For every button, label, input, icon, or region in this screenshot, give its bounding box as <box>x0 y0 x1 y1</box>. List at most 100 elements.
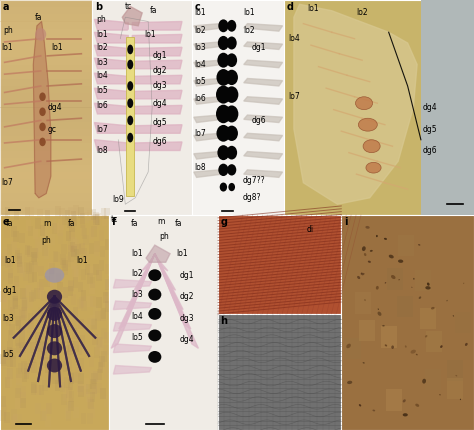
Bar <box>81 225 86 236</box>
Bar <box>0 122 92 129</box>
Text: dg4: dg4 <box>423 103 438 112</box>
Bar <box>99 260 104 271</box>
Bar <box>94 242 100 252</box>
Bar <box>0 411 6 421</box>
Polygon shape <box>132 105 182 114</box>
Bar <box>53 319 58 330</box>
Bar <box>87 273 93 284</box>
Bar <box>45 416 51 427</box>
Bar <box>24 368 29 378</box>
Bar <box>0 108 92 115</box>
Bar <box>90 378 96 389</box>
Bar <box>20 289 26 299</box>
Ellipse shape <box>227 37 237 49</box>
Bar <box>40 312 46 323</box>
Bar <box>55 206 61 217</box>
Bar <box>32 343 37 353</box>
Ellipse shape <box>413 278 415 280</box>
Bar <box>68 245 73 255</box>
Polygon shape <box>127 254 155 310</box>
Bar <box>16 374 22 384</box>
Bar <box>18 363 23 374</box>
Ellipse shape <box>418 244 420 246</box>
Polygon shape <box>119 254 155 329</box>
Text: lo2: lo2 <box>96 43 108 52</box>
Bar <box>57 282 63 292</box>
Bar <box>94 347 100 357</box>
Bar <box>99 360 104 371</box>
Bar <box>21 326 26 337</box>
Ellipse shape <box>364 253 366 256</box>
Bar <box>91 209 96 220</box>
Polygon shape <box>244 97 283 104</box>
Ellipse shape <box>398 279 400 280</box>
Bar <box>27 246 32 257</box>
Bar <box>74 249 79 260</box>
Bar <box>91 319 97 330</box>
Ellipse shape <box>389 255 394 258</box>
Bar <box>68 281 74 292</box>
Bar <box>6 350 11 360</box>
Bar <box>9 300 14 311</box>
Bar <box>68 401 74 412</box>
Bar <box>24 363 30 374</box>
Bar <box>26 263 32 274</box>
Bar <box>56 271 62 282</box>
Bar <box>72 372 78 383</box>
Bar <box>64 345 69 356</box>
Bar <box>22 372 27 382</box>
Polygon shape <box>155 254 168 271</box>
Text: lo3: lo3 <box>2 314 14 322</box>
Ellipse shape <box>216 86 231 104</box>
Polygon shape <box>113 280 152 288</box>
Bar <box>20 266 25 276</box>
Bar <box>32 261 37 272</box>
Bar <box>5 258 10 269</box>
Text: dg3: dg3 <box>180 314 194 322</box>
Bar <box>64 377 70 388</box>
Bar <box>104 209 109 219</box>
Text: dg4: dg4 <box>152 99 167 108</box>
Ellipse shape <box>127 81 133 91</box>
Bar <box>82 301 87 311</box>
Bar <box>58 219 64 230</box>
Bar <box>89 243 94 254</box>
Bar <box>27 322 32 333</box>
Bar <box>14 305 19 316</box>
Bar <box>0 72 92 79</box>
Bar <box>0 186 92 194</box>
Bar <box>14 276 19 287</box>
Bar <box>126 37 134 196</box>
Bar <box>20 342 26 353</box>
Bar <box>10 307 16 318</box>
Bar <box>44 276 50 287</box>
Bar <box>78 373 83 384</box>
Bar <box>32 254 37 264</box>
Bar <box>38 307 43 317</box>
Bar <box>70 242 75 252</box>
Ellipse shape <box>127 116 133 125</box>
Bar <box>68 252 73 262</box>
Bar <box>37 209 43 220</box>
Bar <box>1 346 7 356</box>
Bar <box>93 218 99 229</box>
Bar <box>39 385 45 396</box>
Bar <box>1 292 7 302</box>
Bar <box>93 214 99 225</box>
Ellipse shape <box>226 146 237 160</box>
Ellipse shape <box>226 126 238 141</box>
Bar <box>37 282 43 292</box>
Text: dg4: dg4 <box>180 335 194 344</box>
Bar <box>40 411 46 421</box>
Bar <box>69 222 75 233</box>
Polygon shape <box>94 58 128 69</box>
Bar <box>95 214 100 224</box>
Bar <box>91 387 97 397</box>
Bar <box>3 298 9 309</box>
Bar <box>21 316 27 326</box>
Bar <box>87 210 93 221</box>
Text: dg1: dg1 <box>152 52 167 60</box>
Ellipse shape <box>358 118 377 131</box>
Bar <box>108 228 113 239</box>
Bar <box>32 248 38 258</box>
